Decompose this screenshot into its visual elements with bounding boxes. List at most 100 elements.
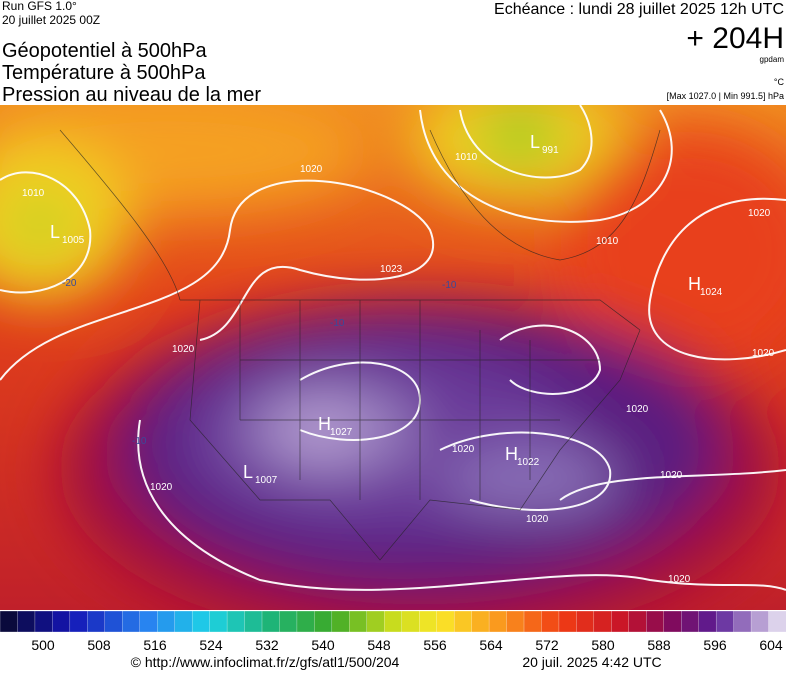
center-letter: L xyxy=(530,132,540,152)
colorbar-swatch xyxy=(681,610,700,633)
colorbar-swatch xyxy=(157,610,176,633)
center-value: 1024 xyxy=(700,287,723,298)
colorbar-tick-label: 596 xyxy=(703,637,727,653)
colorbar-swatch xyxy=(17,610,36,633)
timestamp: 20 juil. 2025 4:42 UTC xyxy=(522,654,661,670)
colorbar-swatch xyxy=(331,610,350,633)
center-letter: L xyxy=(243,462,253,482)
colorbar: 500 508 516 524 532 540 548 556 564 572 580 588 596 6… xyxy=(0,610,786,653)
contour-label: 1020 xyxy=(752,348,775,359)
colorbar-swatch xyxy=(698,610,717,633)
contour-label: -10 xyxy=(132,436,147,447)
colorbar-swatch xyxy=(453,610,473,633)
colorbar-swatch xyxy=(576,610,595,633)
colorbar-swatch xyxy=(139,610,158,633)
colorbar-tick-label: 508 xyxy=(87,637,111,653)
colorbar-tick-label: 500 xyxy=(31,637,55,653)
colorbar-swatch xyxy=(34,610,54,633)
colorbar-swatch xyxy=(506,610,525,633)
contour-label: 1020 xyxy=(172,344,195,355)
colorbar-swatch xyxy=(104,610,123,633)
colorbar-swatch xyxy=(558,610,578,633)
colorbar-swatch xyxy=(174,610,193,633)
center-letter: H xyxy=(505,444,518,464)
colorbar-tick-label: 556 xyxy=(423,637,447,653)
colorbar-swatch xyxy=(471,610,490,633)
colorbar-swatch xyxy=(419,610,438,633)
colorbar-swatch xyxy=(628,610,647,633)
contour-label: 1010 xyxy=(596,236,619,247)
center-letter: H xyxy=(318,414,331,434)
colorbar-swatch xyxy=(69,610,88,633)
contour-label: 1023 xyxy=(380,264,403,275)
colorbar-swatch xyxy=(279,610,298,633)
contour-label: 1010 xyxy=(455,152,478,163)
colorbar-swatch xyxy=(436,610,455,633)
colorbar-tick-label: 564 xyxy=(479,637,503,653)
colorbar-swatch xyxy=(593,610,612,633)
title: Géopotentiel à 500hPa xyxy=(2,40,207,62)
colorbar-swatch xyxy=(646,610,665,633)
contour-label: 1020 xyxy=(748,208,771,219)
colorbar-swatch xyxy=(261,610,281,633)
colorbar-tick-label: 524 xyxy=(199,637,223,653)
colorbar-swatch xyxy=(366,610,385,633)
colorbar-tick-label: 532 xyxy=(255,637,279,653)
contour-label: 1020 xyxy=(660,470,683,481)
colorbar-swatch xyxy=(0,610,19,633)
colorbar-swatch xyxy=(523,610,543,633)
center-letter: L xyxy=(50,222,60,242)
colorbar-swatch xyxy=(52,610,71,633)
colorbar-swatch xyxy=(122,610,141,633)
lead-time: + 204H xyxy=(686,22,784,55)
center-letter: H xyxy=(688,274,701,294)
colorbar-tick-label: 604 xyxy=(759,637,783,653)
unit: °C xyxy=(774,77,785,87)
contour-label: 1020 xyxy=(150,482,173,493)
contour-label: -20 xyxy=(62,278,77,289)
colorbar-swatch xyxy=(401,610,420,633)
colorbar-swatch xyxy=(488,610,508,633)
contour-label: -10 xyxy=(330,318,345,329)
colorbar-tick-label: 580 xyxy=(591,637,615,653)
center-value: 1022 xyxy=(517,457,540,468)
run: Run GFS 1.0° xyxy=(2,0,77,13)
colorbar-tick-label: 588 xyxy=(647,637,671,653)
colorbar-swatch xyxy=(349,610,368,633)
colorbar-swatch xyxy=(226,610,246,633)
contour-label: 1020 xyxy=(626,404,649,415)
center-value: 1005 xyxy=(62,235,85,246)
colorbar-swatch xyxy=(733,610,752,633)
contour-label: 1020 xyxy=(300,164,323,175)
colorbar-swatch xyxy=(244,610,263,633)
contour-label: -10 xyxy=(442,280,457,291)
colorbar-tick-label: 516 xyxy=(143,637,167,653)
colorbar-swatch xyxy=(314,610,333,633)
colorbar-swatch xyxy=(750,610,770,633)
colorbar-tick-label: 540 xyxy=(311,637,335,653)
colorbar-tick-label: 548 xyxy=(367,637,391,653)
run-date: 20 juillet 2025 00Z xyxy=(2,13,100,27)
colorbar-swatch xyxy=(191,610,211,633)
colorbar-swatch xyxy=(611,610,630,633)
colorbar-swatch xyxy=(209,610,228,633)
center-value: 991 xyxy=(542,145,559,156)
source-url: © http://www.infoclimat.fr/z/gfs/atl1/50… xyxy=(131,654,400,670)
title: Pression au niveau de la mer xyxy=(2,84,261,106)
echeance: Echéance : lundi 28 juillet 2025 12h UTC xyxy=(494,1,784,18)
title: Température à 500hPa xyxy=(2,62,206,84)
colorbar-swatch xyxy=(768,610,786,633)
center-value: 1027 xyxy=(330,427,353,438)
max-min: [Max 1027.0 | Min 991.5] hPa xyxy=(667,91,784,101)
unit: gpdam xyxy=(760,55,785,64)
colorbar-tick-label: 572 xyxy=(535,637,559,653)
colorbar-swatch xyxy=(296,610,316,633)
colorbar-swatch xyxy=(663,610,682,633)
contour-label: 1020 xyxy=(452,444,475,455)
colorbar-swatch xyxy=(384,610,403,633)
colorbar-swatch xyxy=(87,610,106,633)
contour-label: 1010 xyxy=(22,188,45,199)
